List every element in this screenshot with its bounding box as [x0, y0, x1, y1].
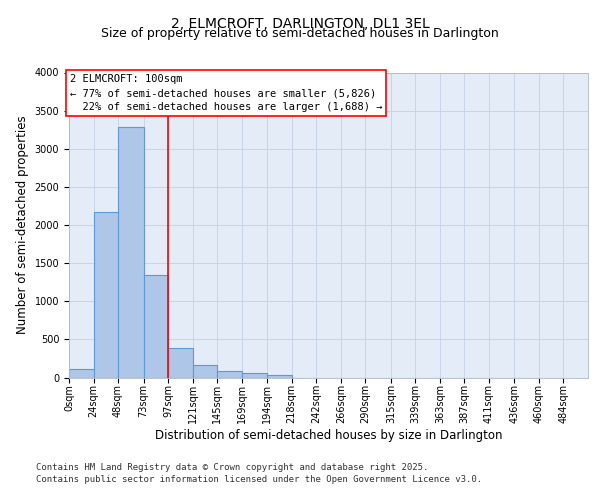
- Bar: [267, 375, 292, 378]
- Bar: [168, 348, 193, 378]
- Bar: [118, 128, 143, 378]
- Bar: [217, 370, 242, 378]
- Bar: [94, 212, 119, 378]
- Bar: [69, 369, 94, 378]
- Y-axis label: Number of semi-detached properties: Number of semi-detached properties: [16, 116, 29, 334]
- Text: 2, ELMCROFT, DARLINGTON, DL1 3EL: 2, ELMCROFT, DARLINGTON, DL1 3EL: [170, 18, 430, 32]
- Text: Contains HM Land Registry data © Crown copyright and database right 2025.: Contains HM Land Registry data © Crown c…: [36, 464, 428, 472]
- Text: Contains public sector information licensed under the Open Government Licence v3: Contains public sector information licen…: [36, 475, 482, 484]
- Bar: [193, 364, 217, 378]
- Bar: [143, 274, 168, 378]
- Text: Size of property relative to semi-detached houses in Darlington: Size of property relative to semi-detach…: [101, 28, 499, 40]
- X-axis label: Distribution of semi-detached houses by size in Darlington: Distribution of semi-detached houses by …: [155, 428, 502, 442]
- Bar: [242, 374, 267, 378]
- Text: 2 ELMCROFT: 100sqm
← 77% of semi-detached houses are smaller (5,826)
  22% of se: 2 ELMCROFT: 100sqm ← 77% of semi-detache…: [70, 74, 383, 112]
